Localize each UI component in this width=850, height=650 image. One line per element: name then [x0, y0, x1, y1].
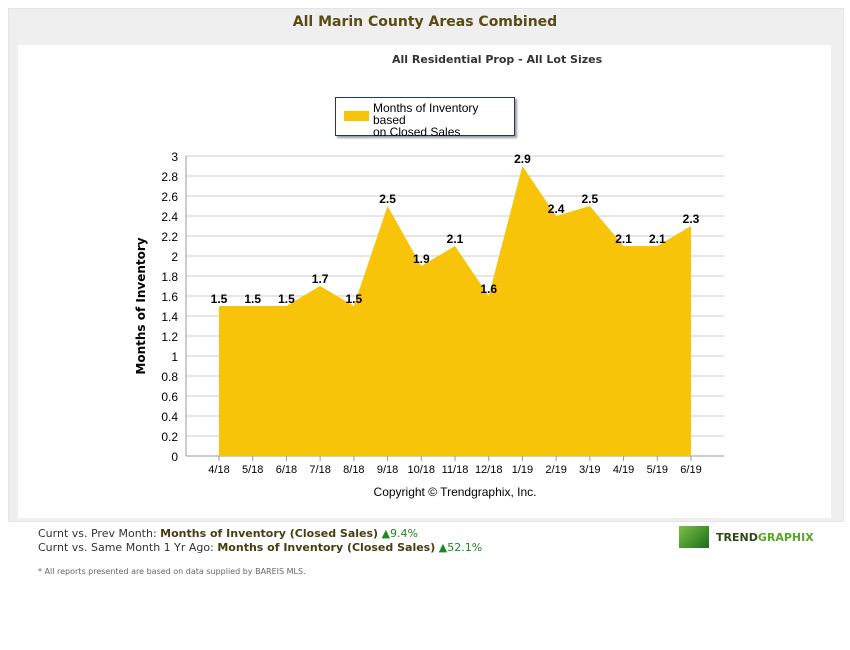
y-tick-label: 3: [171, 150, 178, 164]
prev-month-comparison: Curnt vs. Prev Month: Months of Inventor…: [38, 527, 418, 540]
x-tick-label: 11/18: [442, 464, 469, 476]
data-label: 1.6: [480, 282, 497, 296]
x-tick-label: 7/18: [309, 464, 330, 476]
data-label: 2.4: [548, 202, 565, 216]
data-label: 2.5: [379, 192, 396, 206]
x-tick-label: 8/18: [343, 464, 364, 476]
y-tick-label: 2: [171, 250, 178, 264]
data-label: 2.9: [514, 152, 531, 166]
x-tick-label: 6/19: [680, 464, 701, 476]
year-comparison: Curnt vs. Same Month 1 Yr Ago: Months of…: [38, 541, 483, 554]
data-label: 1.5: [211, 292, 228, 306]
y-tick-label: 0.6: [161, 390, 178, 404]
legend-swatch: [344, 111, 369, 121]
chart-title: All Residential Prop - All Lot Sizes: [392, 53, 603, 66]
y-tick-label: 2.8: [161, 170, 178, 184]
data-source-note: * All reports presented are based on dat…: [38, 567, 306, 576]
x-tick-label: 4/18: [208, 464, 229, 476]
y-tick-label: 0.2: [161, 430, 178, 444]
chart: 0 0.2 0.4 0.6 0.8 1 1.2 1.4 1.6 1.8 2 2.2 2.4 2.6 2.8 3…: [134, 150, 724, 499]
x-tick-label: 6/18: [276, 464, 297, 476]
data-label: 2.1: [615, 232, 632, 246]
data-label: 1.5: [244, 292, 261, 306]
x-tick-label: 9/18: [377, 464, 398, 476]
area-series: [219, 166, 691, 456]
x-tick-label: 12/18: [475, 464, 503, 476]
x-tick-label: 5/18: [242, 464, 263, 476]
report-title: All Marin County Areas Combined: [292, 14, 558, 30]
x-tick-label: 1/19: [512, 464, 533, 476]
y-tick-label: 2.6: [161, 190, 178, 204]
legend-label: Months of Inventory based on Closed Sales: [373, 101, 479, 139]
data-label: 2.1: [447, 232, 464, 246]
x-tick-label: 2/19: [545, 464, 566, 476]
x-tick-label: 10/18: [408, 464, 436, 476]
x-tick-label: 4/19: [613, 464, 634, 476]
data-label: 1.5: [346, 292, 363, 306]
y-tick-label: 0: [171, 450, 178, 464]
data-label: 1.7: [312, 272, 329, 286]
x-tick-label: 3/19: [579, 464, 600, 476]
y-tick-label: 1.4: [161, 310, 178, 324]
y-tick-label: 2.2: [161, 230, 178, 244]
up-arrow-icon: ▲: [381, 527, 391, 540]
legend: Months of Inventory based on Closed Sales: [335, 97, 515, 139]
copyright-text: Copyright © Trendgraphix, Inc.: [374, 485, 537, 499]
data-label: 2.3: [683, 212, 700, 226]
y-tick-label: 1: [171, 350, 178, 364]
y-tick-label: 1.8: [161, 270, 178, 284]
x-tick-label: 5/19: [647, 464, 668, 476]
y-tick-label: 1.2: [161, 330, 178, 344]
y-tick-label: 0.4: [161, 410, 178, 424]
y-tick-label: 2.4: [161, 210, 178, 224]
data-label: 1.5: [278, 292, 295, 306]
data-label: 2.5: [582, 192, 599, 206]
up-arrow-icon: ▲: [438, 541, 448, 554]
data-label: 2.1: [649, 232, 666, 246]
y-tick-label: 0.8: [161, 370, 178, 384]
y-axis-title: Months of Inventory: [134, 237, 148, 374]
data-label: 1.9: [413, 252, 430, 266]
logo-chart-icon: [679, 526, 709, 548]
y-tick-label: 1.6: [161, 290, 178, 304]
